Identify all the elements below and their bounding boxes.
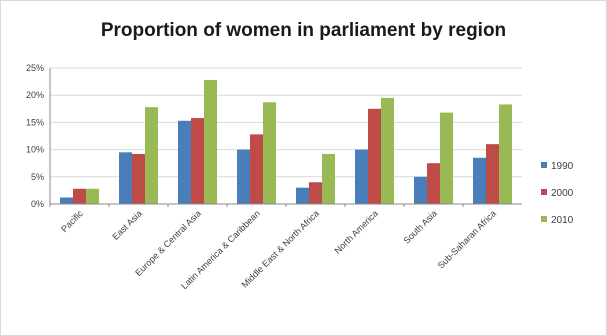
y-tick-label: 5% xyxy=(31,172,44,182)
x-tick-label: Pacific xyxy=(59,208,85,234)
bar xyxy=(263,102,276,204)
y-tick-label: 15% xyxy=(26,117,44,127)
y-tick-label: 0% xyxy=(31,199,44,209)
legend-label: 2000 xyxy=(551,188,574,199)
y-tick-label: 10% xyxy=(26,145,44,155)
bar xyxy=(145,107,158,204)
bar xyxy=(322,153,335,204)
chart-title: Proportion of women in parliament by reg… xyxy=(100,20,507,41)
bar xyxy=(309,182,322,204)
bar xyxy=(473,157,486,204)
bar xyxy=(296,187,309,204)
bar xyxy=(250,134,263,204)
legend-swatch xyxy=(541,189,547,195)
bar xyxy=(60,197,73,204)
bar xyxy=(178,120,191,204)
bar xyxy=(132,153,145,204)
x-tick-label: North America xyxy=(333,208,380,255)
bar xyxy=(204,79,217,204)
bar xyxy=(427,163,440,204)
bar xyxy=(486,144,499,204)
y-tick-label: 20% xyxy=(26,90,44,100)
bar xyxy=(237,149,250,204)
bar xyxy=(86,188,99,204)
legend-swatch xyxy=(541,216,547,222)
bar xyxy=(381,97,394,204)
legend: 1990 2000 2010 xyxy=(541,161,574,226)
x-tick-label: South Asia xyxy=(401,208,438,245)
x-tick-label: East Asia xyxy=(110,208,144,242)
bar xyxy=(440,112,453,204)
bar xyxy=(355,149,368,204)
x-tick-label: Europe & Central Asia xyxy=(133,208,203,278)
bar xyxy=(73,188,86,204)
legend-swatch xyxy=(541,162,547,168)
y-tick-label: 25% xyxy=(26,63,44,73)
x-tick-label: Sub-Saharan Africa xyxy=(436,208,498,270)
legend-label: 1990 xyxy=(551,161,574,172)
bar xyxy=(191,118,204,204)
bar xyxy=(414,176,427,204)
bar xyxy=(119,152,132,204)
bar xyxy=(499,104,512,204)
bar xyxy=(368,108,381,204)
legend-label: 2010 xyxy=(551,215,574,226)
bars xyxy=(60,79,512,204)
